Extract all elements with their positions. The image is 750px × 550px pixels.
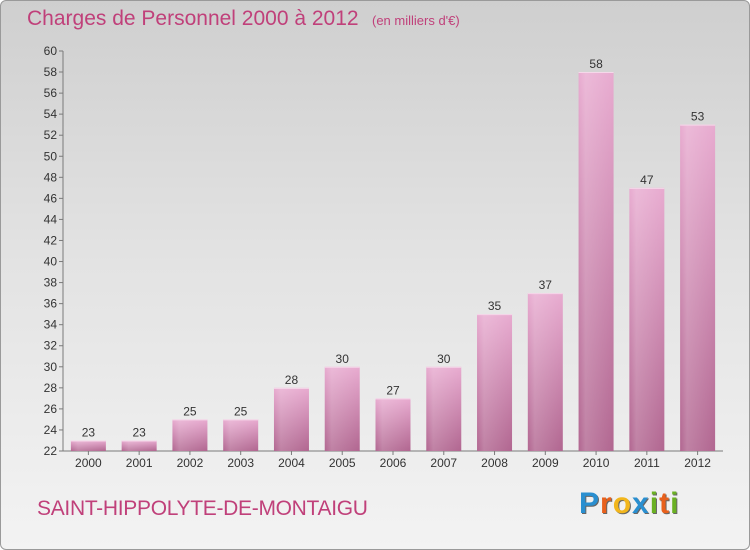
brand-letter: P (579, 487, 601, 520)
data-label: 27 (386, 383, 400, 397)
y-tick-label: 42 (44, 233, 58, 247)
data-label: 53 (691, 110, 705, 124)
y-tick-label: 46 (44, 191, 58, 205)
y-tick-label: 54 (44, 107, 58, 121)
bar-highlight (680, 124, 716, 452)
y-tick-label: 22 (44, 444, 58, 458)
bar-highlight (172, 419, 208, 451)
brand-letter: x (632, 487, 650, 520)
data-label: 30 (437, 352, 451, 366)
commune-name: SAINT-HIPPOLYTE-DE-MONTAIGU (37, 497, 368, 520)
brand-letter: r (600, 487, 613, 520)
y-tick-label: 26 (44, 402, 58, 416)
x-tick-label: 2012 (684, 456, 711, 470)
y-tick-label: 30 (44, 360, 58, 374)
x-tick-label: 2010 (583, 456, 610, 470)
y-tick-label: 36 (44, 297, 58, 311)
bar-highlight (70, 440, 106, 451)
data-label: 35 (488, 299, 502, 313)
x-tick-label: 2004 (278, 456, 305, 470)
y-tick-label: 60 (44, 44, 58, 58)
y-tick-label: 38 (44, 276, 58, 290)
data-label: 23 (132, 425, 146, 439)
data-label: 30 (336, 352, 350, 366)
brand-letter: o (612, 487, 633, 520)
x-tick-label: 2006 (380, 456, 407, 470)
chart-title: Charges de Personnel 2000 à 2012 (27, 7, 359, 30)
bar-highlight (121, 440, 157, 451)
brand-letter: i (670, 487, 680, 520)
y-tick-label: 44 (44, 212, 58, 226)
y-tick-label: 52 (44, 128, 58, 142)
y-tick-label: 34 (44, 318, 58, 332)
bar-highlight (273, 387, 309, 451)
brand-letter: t (659, 487, 671, 520)
y-tick-label: 48 (44, 170, 58, 184)
data-label: 37 (539, 278, 553, 292)
x-tick-label: 2002 (177, 456, 204, 470)
x-tick-label: 2003 (227, 456, 254, 470)
bar-highlight (426, 366, 462, 451)
chart-subtitle: (en milliers d'€) (372, 13, 460, 28)
x-tick-label: 2001 (126, 456, 153, 470)
bar-highlight (223, 419, 259, 451)
x-tick-label: 2005 (329, 456, 356, 470)
data-label: 25 (234, 404, 248, 418)
x-tick-label: 2011 (634, 456, 660, 470)
data-label: 23 (82, 425, 96, 439)
bar-highlight (324, 366, 360, 451)
bar-highlight (375, 398, 411, 451)
bar-highlight (477, 314, 513, 451)
data-label: 47 (640, 173, 654, 187)
data-label: 28 (285, 373, 299, 387)
x-tick-label: 2007 (430, 456, 457, 470)
y-tick-label: 40 (44, 255, 58, 269)
bar-highlight (527, 293, 563, 451)
data-label: 25 (183, 404, 197, 418)
y-tick-label: 56 (44, 86, 58, 100)
y-tick-label: 58 (44, 65, 58, 79)
y-tick-label: 50 (44, 149, 58, 163)
brand-letter: i (649, 487, 660, 520)
y-tick-label: 28 (44, 381, 58, 395)
x-tick-label: 2009 (532, 456, 559, 470)
x-tick-label: 2008 (481, 456, 508, 470)
y-tick-label: 32 (44, 339, 58, 353)
bar-highlight (578, 72, 614, 451)
x-tick-label: 2000 (75, 456, 102, 470)
data-label: 58 (589, 57, 603, 71)
proxiti-logo: Proxiti (579, 487, 679, 521)
bar-highlight (629, 187, 665, 451)
y-tick-label: 24 (44, 423, 58, 437)
